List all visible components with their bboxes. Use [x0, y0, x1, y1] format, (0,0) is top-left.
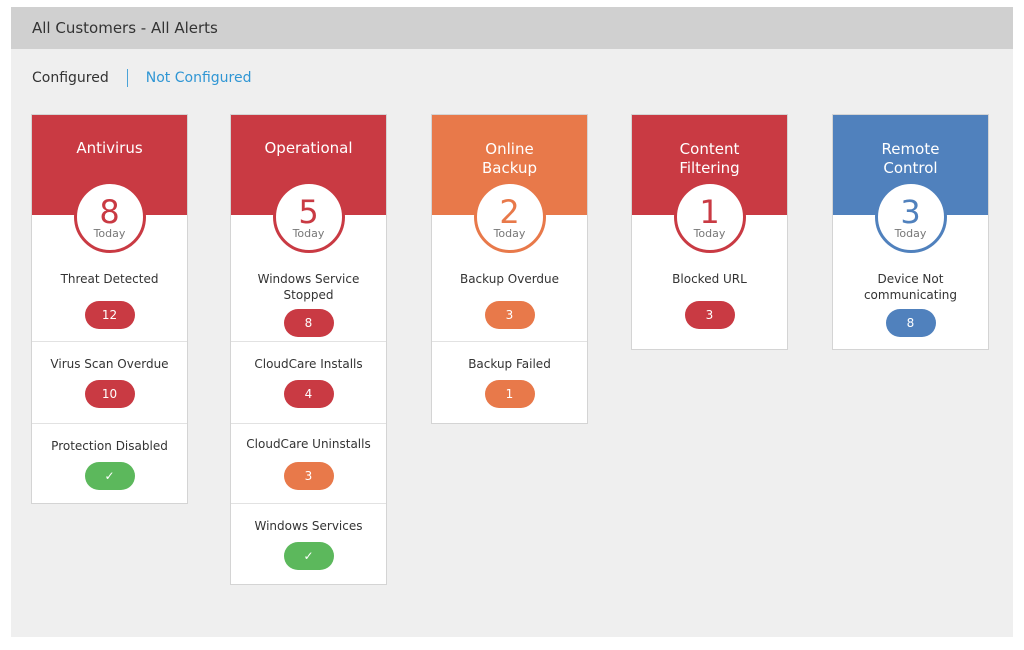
- card-header[interactable]: Remote Control 3 Today: [833, 115, 988, 253]
- alert-count-badge[interactable]: 10: [84, 380, 135, 408]
- card-title: Operational: [264, 139, 353, 157]
- alert-item: Windows Service Stopped 8: [231, 251, 386, 341]
- alert-item: CloudCare Uninstalls 3: [231, 423, 386, 503]
- alert-count-badge[interactable]: 3: [484, 301, 535, 329]
- card-online-backup: Online Backup 2 Today Backup Overdue 3 B…: [431, 114, 588, 424]
- today-label: Today: [493, 227, 526, 240]
- alert-item: Blocked URL 3: [632, 251, 787, 349]
- alert-label: Protection Disabled: [51, 439, 168, 453]
- alert-item: Device Not communicating 8: [833, 251, 988, 349]
- alert-list: Threat Detected 12 Virus Scan Overdue 10…: [32, 215, 187, 503]
- filter-divider: [126, 69, 128, 87]
- card-title: Antivirus: [76, 139, 143, 157]
- alert-count-badge[interactable]: 4: [283, 380, 334, 408]
- alert-count-badge[interactable]: 12: [84, 301, 135, 329]
- card-title: Online Backup: [482, 140, 537, 177]
- alert-label: Windows Service Stopped: [257, 272, 360, 302]
- alert-item: Backup Failed 1: [432, 341, 587, 423]
- card-antivirus: Antivirus 8 Today Threat Detected 12 Vir…: [31, 114, 188, 504]
- alert-count-badge[interactable]: 8: [283, 309, 334, 337]
- alert-label: CloudCare Installs: [254, 357, 363, 371]
- tab-not-configured[interactable]: Not Configured: [145, 70, 252, 86]
- card-header[interactable]: Online Backup 2 Today: [432, 115, 587, 253]
- page-title: All Customers - All Alerts: [32, 19, 218, 37]
- card-header[interactable]: Antivirus 8 Today: [32, 115, 187, 253]
- alert-list: Backup Overdue 3 Backup Failed 1: [432, 215, 587, 423]
- alert-item: Windows Services ✓: [231, 503, 386, 584]
- today-count: 3: [900, 193, 921, 231]
- today-count-circle: 1 Today: [673, 181, 746, 253]
- today-count: 2: [499, 193, 520, 231]
- tab-configured[interactable]: Configured: [32, 70, 109, 86]
- alert-count-badge[interactable]: 1: [484, 380, 535, 408]
- alert-item: Backup Overdue 3: [432, 251, 587, 341]
- today-label: Today: [693, 227, 726, 240]
- card-operational: Operational 5 Today Windows Service Stop…: [230, 114, 387, 585]
- panel-header: All Customers - All Alerts: [11, 7, 1013, 49]
- alert-label: Windows Services: [254, 519, 363, 533]
- alert-label: Device Not communicating: [863, 272, 958, 302]
- today-label: Today: [292, 227, 325, 240]
- today-count-circle: 3 Today: [874, 181, 947, 253]
- alert-label: Virus Scan Overdue: [50, 357, 169, 371]
- alert-count-badge[interactable]: 3: [684, 301, 735, 329]
- today-label: Today: [93, 227, 126, 240]
- check-icon[interactable]: ✓: [283, 542, 334, 570]
- card-header[interactable]: Content Filtering 1 Today: [632, 115, 787, 253]
- alert-item: Virus Scan Overdue 10: [32, 341, 187, 423]
- alert-item: CloudCare Installs 4: [231, 341, 386, 423]
- today-count: 5: [298, 193, 319, 231]
- today-count: 1: [699, 193, 720, 231]
- alerts-panel: All Customers - All Alerts Configured No…: [11, 7, 1013, 637]
- card-content-filtering: Content Filtering 1 Today Blocked URL 3: [631, 114, 788, 350]
- alert-label: Blocked URL: [672, 272, 747, 286]
- alert-list: Windows Service Stopped 8 CloudCare Inst…: [231, 215, 386, 584]
- alert-label: CloudCare Uninstalls: [246, 437, 371, 451]
- alert-label: Backup Failed: [468, 357, 551, 371]
- today-count-circle: 8 Today: [73, 181, 146, 253]
- today-count: 8: [99, 193, 120, 231]
- alert-item: Protection Disabled ✓: [32, 423, 187, 503]
- card-title: Remote Control: [881, 140, 940, 177]
- alert-list: Blocked URL 3: [632, 215, 787, 349]
- card-header[interactable]: Operational 5 Today: [231, 115, 386, 253]
- check-icon[interactable]: ✓: [84, 462, 135, 490]
- alert-count-badge[interactable]: 3: [283, 462, 334, 490]
- alert-list: Device Not communicating 8: [833, 215, 988, 349]
- alert-label: Backup Overdue: [459, 272, 560, 286]
- card-remote-control: Remote Control 3 Today Device Not commun…: [832, 114, 989, 350]
- today-label: Today: [894, 227, 927, 240]
- alert-label: Threat Detected: [60, 272, 159, 286]
- alert-count-badge[interactable]: 8: [885, 309, 936, 337]
- today-count-circle: 2 Today: [473, 181, 546, 253]
- filter-tabs: Configured Not Configured: [32, 69, 251, 87]
- today-count-circle: 5 Today: [272, 181, 345, 253]
- card-title: Content Filtering: [679, 140, 740, 177]
- alert-item: Threat Detected 12: [32, 251, 187, 341]
